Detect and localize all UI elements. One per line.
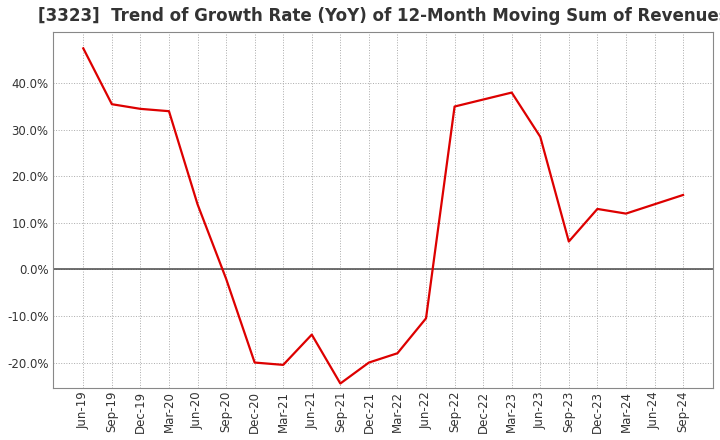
- Title: [3323]  Trend of Growth Rate (YoY) of 12-Month Moving Sum of Revenues: [3323] Trend of Growth Rate (YoY) of 12-…: [38, 7, 720, 25]
